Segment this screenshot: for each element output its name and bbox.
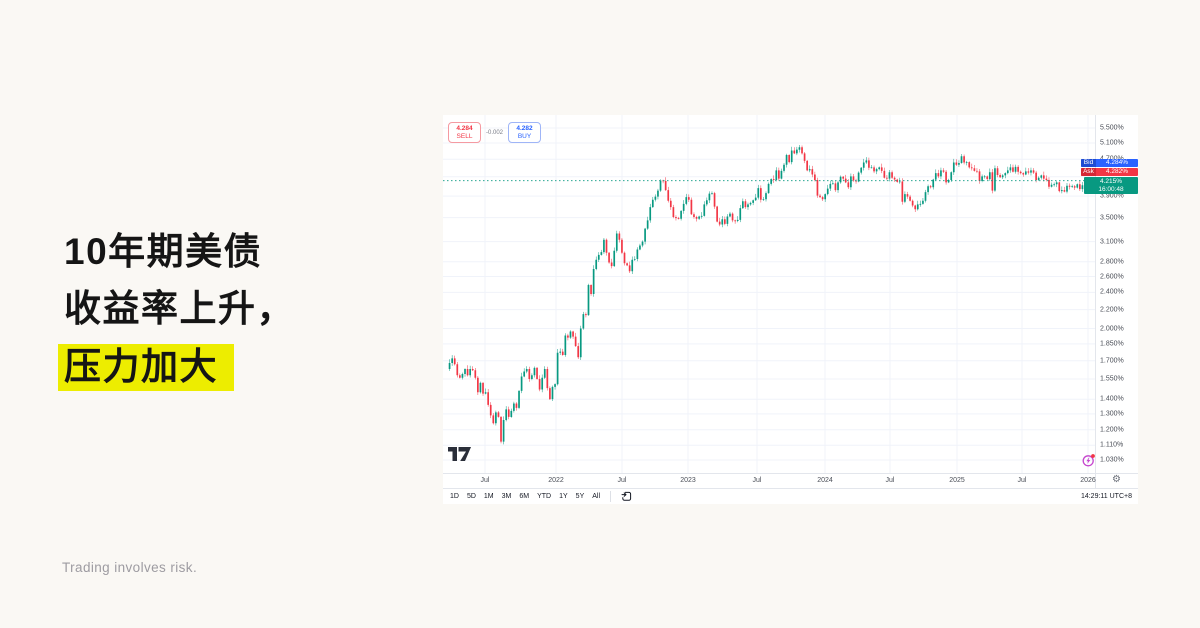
time-tick: 2023 (680, 477, 696, 484)
price-tick: 1.850% (1100, 340, 1124, 348)
ask-price-label: Ask 4.282% (1081, 168, 1138, 176)
last-value: 4.215% (1099, 177, 1123, 185)
range-button-5y[interactable]: 5Y (575, 493, 585, 500)
time-tick: Jul (885, 477, 895, 484)
spread-value: -0.002 (486, 129, 504, 136)
toolbar-separator (610, 491, 612, 502)
toolbar-divider-line (443, 488, 1138, 489)
settings-gear-icon[interactable]: ⚙ (1112, 474, 1121, 485)
bid-price-label: Bid 4.284% (1081, 159, 1138, 167)
headline-line-2: 收益率上升， (64, 288, 295, 329)
headline-line-1: 10年期美债 (64, 231, 263, 272)
time-tick: 2025 (949, 477, 965, 484)
price-tick: 2.600% (1100, 273, 1124, 280)
price-tick: 1.200% (1100, 426, 1124, 434)
buy-button[interactable]: 4.282 BUY (508, 122, 542, 143)
time-tick: Jul (752, 477, 762, 484)
chart-panel: 4.284 SELL -0.002 4.282 BUY 5.500% 5.100%… (443, 115, 1138, 504)
go-to-date-button[interactable] (621, 491, 632, 502)
range-button-ytd[interactable]: YTD (537, 493, 552, 500)
range-button-5d[interactable]: 5D (466, 493, 476, 500)
bid-value: 4.284% (1105, 159, 1129, 166)
price-tick: 3.100% (1100, 238, 1124, 246)
price-tick: 3.500% (1100, 214, 1124, 222)
last-price-label: 4.215% 16:00:48 (1084, 177, 1138, 194)
tradingview-logo-icon[interactable] (448, 447, 472, 461)
buy-label: BUY (517, 132, 532, 140)
time-tick: Jul (1017, 477, 1027, 484)
price-tick: 1.400% (1100, 395, 1124, 403)
ask-tag: Ask (1081, 168, 1096, 176)
market-status-icon[interactable] (1082, 454, 1095, 467)
range-button-3m[interactable]: 3M (501, 493, 512, 500)
order-panel: 4.284 SELL -0.002 4.282 BUY (448, 122, 542, 143)
bid-tag: Bid (1081, 159, 1096, 167)
price-tick: 3.900% (1100, 192, 1124, 200)
price-tick: 1.700% (1100, 357, 1124, 365)
range-button-1m[interactable]: 1M (483, 493, 494, 500)
range-toolbar: 1D 5D 1M 3M 6M YTD 1Y 5Y All (450, 491, 632, 502)
price-tick: 2.400% (1100, 288, 1124, 296)
buy-price: 4.282 (516, 124, 533, 132)
price-tick: 2.000% (1100, 325, 1124, 332)
price-tick: 1.300% (1100, 410, 1124, 418)
price-tick: 1.110% (1100, 441, 1124, 449)
time-tick: 2024 (817, 477, 833, 484)
price-axis-line (1095, 115, 1096, 488)
time-tick: Jul (480, 477, 490, 484)
headline: 10年期美债 收益率上升， 压力加大 (58, 223, 295, 395)
bar-countdown: 16:00:48 (1098, 185, 1124, 193)
range-button-1d[interactable]: 1D (450, 493, 459, 500)
range-button-1y[interactable]: 1Y (559, 493, 568, 500)
time-tick: Jul (617, 477, 627, 484)
range-button-6m[interactable]: 6M (519, 493, 530, 500)
candlestick-chart[interactable] (443, 115, 1095, 473)
sell-label: SELL (456, 132, 473, 140)
range-button-all[interactable]: All (592, 493, 601, 500)
price-tick: 1.550% (1100, 375, 1124, 383)
clock-timestamp[interactable]: 14:29:11 UTC+8 (1080, 493, 1132, 500)
sell-button[interactable]: 4.284 SELL (448, 122, 481, 143)
price-tick: 2.200% (1100, 306, 1124, 314)
headline-line-3: 压力加大 (58, 337, 295, 395)
go-to-date-icon (621, 491, 632, 501)
range-buttons: 1D 5D 1M 3M 6M YTD 1Y 5Y All (450, 493, 600, 500)
sell-price: 4.284 (456, 124, 473, 132)
headline-highlight: 压力加大 (58, 344, 234, 391)
time-tick: 2026 (1080, 477, 1096, 484)
price-tick: 5.500% (1100, 124, 1124, 132)
price-tick: 1.030% (1100, 456, 1124, 464)
time-tick: 2022 (548, 477, 564, 484)
disclaimer-text: Trading involves risk. (62, 560, 198, 575)
price-tick: 2.800% (1100, 258, 1124, 266)
ask-value: 4.282% (1105, 168, 1129, 175)
time-axis-line (443, 473, 1138, 474)
price-tick: 5.100% (1100, 139, 1124, 147)
